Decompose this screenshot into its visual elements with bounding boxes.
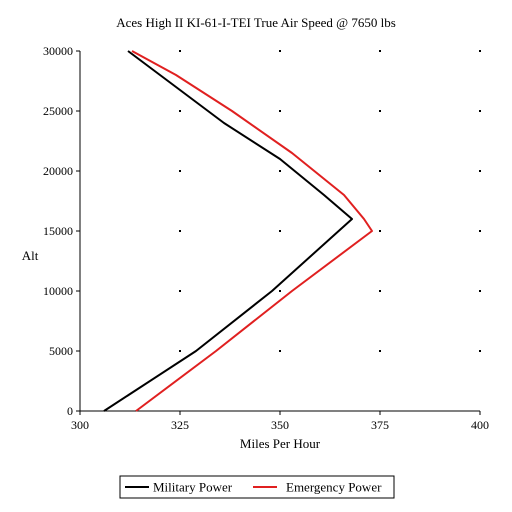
grid-dot — [179, 50, 181, 52]
grid-dot — [279, 170, 281, 172]
grid-dot — [379, 290, 381, 292]
grid-dot — [179, 110, 181, 112]
x-tick-label: 375 — [371, 418, 389, 432]
grid-dot — [179, 290, 181, 292]
y-tick-label: 25000 — [43, 104, 73, 118]
grid-dot — [479, 50, 481, 52]
legend-label-emergency-power: Emergency Power — [286, 480, 382, 495]
grid-dot — [179, 230, 181, 232]
chart-title: Aces High II KI-61-I-TEI True Air Speed … — [116, 15, 396, 30]
grid-dot — [479, 290, 481, 292]
grid-dot — [279, 290, 281, 292]
x-tick-label: 300 — [71, 418, 89, 432]
grid-dot — [379, 170, 381, 172]
x-tick-label: 400 — [471, 418, 489, 432]
grid-dot — [179, 350, 181, 352]
grid-dot — [379, 230, 381, 232]
grid-dot — [179, 170, 181, 172]
x-axis-label: Miles Per Hour — [240, 436, 321, 451]
grid-dot — [279, 110, 281, 112]
grid-dot — [479, 170, 481, 172]
x-tick-label: 350 — [271, 418, 289, 432]
y-tick-label: 30000 — [43, 44, 73, 58]
series-line-military-power — [103, 50, 353, 412]
grid-dot — [379, 110, 381, 112]
y-tick-label: 0 — [67, 404, 73, 418]
series — [103, 50, 373, 412]
legend: Military Power Emergency Power — [119, 475, 395, 499]
grid — [179, 50, 481, 352]
grid-dot — [479, 230, 481, 232]
y-tick-label: 20000 — [43, 164, 73, 178]
legend-label-military-power: Military Power — [153, 480, 233, 495]
grid-dot — [279, 230, 281, 232]
grid-dot — [279, 50, 281, 52]
y-tick-label: 15000 — [43, 224, 73, 238]
ticks: 0 5000 10000 15000 20000 25000 30000 300 325 350 3… — [43, 44, 489, 432]
grid-dot — [479, 350, 481, 352]
x-tick-label: 325 — [171, 418, 189, 432]
grid-dot — [279, 350, 281, 352]
grid-dot — [479, 110, 481, 112]
y-tick-label: 5000 — [49, 344, 73, 358]
grid-dot — [379, 350, 381, 352]
grid-dot — [379, 50, 381, 52]
series-line-emergency-power — [131, 50, 373, 412]
y-tick-label: 10000 — [43, 284, 73, 298]
y-axis-label: Alt — [22, 248, 39, 263]
